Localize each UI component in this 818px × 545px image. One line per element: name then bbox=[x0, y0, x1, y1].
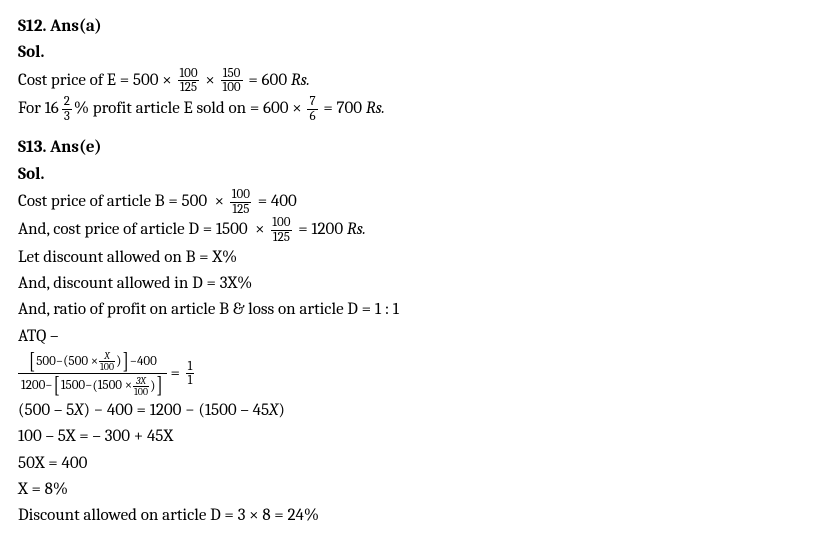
numerator: 3X bbox=[135, 376, 147, 386]
rs-unit: Rs. bbox=[347, 217, 366, 243]
numerator: X bbox=[103, 351, 110, 361]
text: Cost price of article B = 500 × bbox=[18, 189, 228, 215]
denominator: 3 bbox=[62, 109, 72, 124]
text: = 400 bbox=[254, 189, 297, 215]
text: For bbox=[18, 96, 45, 122]
text: = 1200 bbox=[294, 217, 346, 243]
text: Cost price of E = 500 × bbox=[18, 68, 175, 94]
denominator: 125 bbox=[178, 80, 199, 95]
s13-heading: S13. Ans(e) bbox=[18, 135, 800, 161]
rs-unit: Rs. bbox=[291, 68, 310, 94]
fraction-100-125: 100 125 bbox=[230, 188, 252, 216]
fraction-1-1: 1 1 bbox=[186, 360, 195, 388]
right-paren: ) bbox=[116, 353, 121, 370]
right-bracket: ] bbox=[122, 348, 128, 375]
fraction-2-3: 2 3 bbox=[62, 95, 72, 123]
fraction-100-125: 100 125 bbox=[177, 67, 199, 95]
s13-line6: ATQ – bbox=[18, 324, 800, 350]
big-fraction-lhs: [ 500− ( 500 × X 100 ) ] −400 1200− [ 15… bbox=[18, 350, 167, 398]
denominator: 100 bbox=[133, 386, 149, 397]
denominator: 100 bbox=[221, 80, 243, 95]
text: (500 – 5X) − 400 = 1200 − (1500 – 45X) bbox=[18, 401, 285, 420]
numerator: 100 bbox=[230, 188, 252, 202]
denominator: 100 bbox=[99, 361, 115, 372]
text: 1500 × bbox=[98, 378, 132, 394]
s13-line11: X = 8% bbox=[18, 477, 800, 503]
text: 1500− bbox=[61, 378, 93, 394]
big-denominator: 1200− [ 1500− ( 1500 × 3X 100 ) ] bbox=[18, 373, 167, 398]
fraction-7-6: 7 6 bbox=[307, 95, 317, 123]
spacer bbox=[18, 123, 800, 135]
numerator: 7 bbox=[307, 95, 317, 109]
s13-line5: And, ratio of profit on article B & loss… bbox=[18, 297, 800, 323]
denominator: 125 bbox=[271, 230, 292, 245]
text: 500− bbox=[36, 354, 63, 370]
mixed-fraction-16-2-3: 16 2 3 bbox=[45, 95, 74, 123]
whole: 16 bbox=[45, 96, 59, 122]
numerator: 2 bbox=[62, 95, 72, 109]
text: 1200− bbox=[21, 378, 53, 394]
s13-line4: And, discount allowed in D = 3X% bbox=[18, 271, 800, 297]
right-paren: ) bbox=[150, 378, 155, 395]
s13-line8: (500 – 5X) − 400 = 1200 − (1500 – 45X) bbox=[18, 398, 800, 424]
s13-line9: 100 – 5X = – 300 + 45X bbox=[18, 424, 800, 450]
denominator: 125 bbox=[230, 202, 251, 217]
fraction-150-100: 150 100 bbox=[221, 67, 243, 95]
equals: = bbox=[167, 361, 184, 387]
left-bracket: [ bbox=[54, 373, 60, 400]
text: And, cost price of article D = 1500 × bbox=[18, 217, 268, 243]
numerator: 1 bbox=[186, 360, 195, 374]
text: −400 bbox=[130, 354, 157, 370]
rs-unit: Rs. bbox=[366, 96, 385, 122]
numerator: 100 bbox=[177, 67, 199, 81]
s13-sol-label: Sol. bbox=[18, 162, 800, 188]
big-numerator: [ 500− ( 500 × X 100 ) ] −400 bbox=[25, 350, 160, 374]
s12-line1: Cost price of E = 500 × 100 125 × 150 10… bbox=[18, 67, 800, 95]
fraction-x-100: X 100 bbox=[99, 351, 115, 372]
right-bracket: ] bbox=[156, 373, 162, 400]
s13-line12: Discount allowed on article D = 3 × 8 = … bbox=[18, 503, 800, 529]
s13-line3: Let discount allowed on B = X% bbox=[18, 245, 800, 271]
text: % profit article E sold on = 600 × bbox=[74, 96, 306, 122]
denominator: 1 bbox=[186, 373, 195, 388]
numerator: 100 bbox=[270, 216, 292, 230]
solutions-page: S12. Ans(a) Sol. Cost price of E = 500 ×… bbox=[0, 0, 818, 544]
left-bracket: [ bbox=[29, 348, 35, 375]
s13-line1: Cost price of article B = 500 × 100 125 … bbox=[18, 188, 800, 216]
s13-equation: [ 500− ( 500 × X 100 ) ] −400 1200− [ 15… bbox=[18, 350, 800, 398]
numerator: 150 bbox=[221, 67, 243, 81]
text: 500 × bbox=[68, 354, 98, 370]
text: = 700 bbox=[320, 96, 366, 122]
s13-line2: And, cost price of article D = 1500 × 10… bbox=[18, 216, 800, 244]
fraction-100-125: 100 125 bbox=[270, 216, 292, 244]
s12-line2: For 16 2 3 % profit article E sold on = … bbox=[18, 95, 800, 123]
s12-heading: S12. Ans(a) bbox=[18, 14, 800, 40]
denominator: 6 bbox=[307, 109, 317, 124]
text: × bbox=[202, 68, 219, 94]
text: = 600 bbox=[245, 68, 291, 94]
fraction-3x-100: 3X 100 bbox=[133, 376, 149, 397]
s13-line10: 50X = 400 bbox=[18, 451, 800, 477]
s12-sol-label: Sol. bbox=[18, 40, 800, 66]
